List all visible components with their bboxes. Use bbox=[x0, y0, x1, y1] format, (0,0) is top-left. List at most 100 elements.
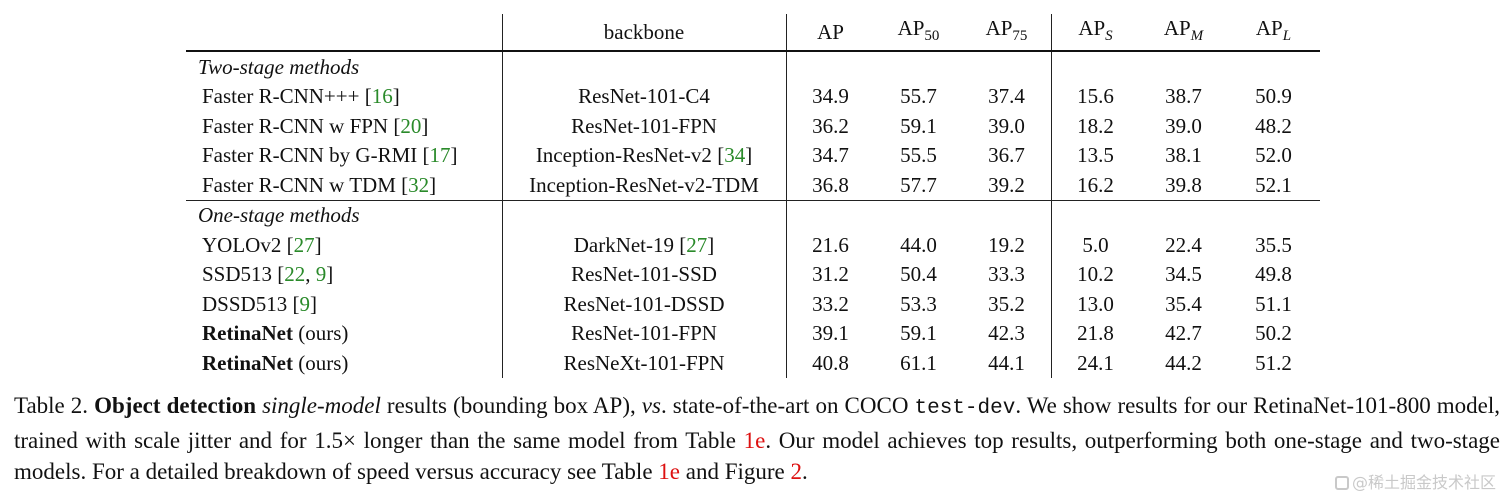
header-ap75: AP75 bbox=[962, 14, 1051, 52]
ap50-cell: 50.4 bbox=[900, 262, 937, 287]
apl-cell: 49.8 bbox=[1255, 262, 1292, 287]
ap75-cell: 39.0 bbox=[988, 113, 1025, 138]
watermark-logo-icon bbox=[1334, 476, 1349, 490]
apl-cell: 52.0 bbox=[1255, 143, 1292, 168]
apl-cell: 48.2 bbox=[1255, 113, 1292, 138]
ap75-cell: 19.2 bbox=[988, 232, 1025, 257]
apl-cell: 35.5 bbox=[1255, 232, 1292, 257]
citation-link[interactable]: 9 bbox=[299, 291, 310, 316]
citation-link[interactable]: 27 bbox=[686, 232, 708, 257]
apm-cell: 39.0 bbox=[1165, 113, 1202, 138]
ap50-cell: 57.7 bbox=[900, 172, 937, 197]
method-cell: DSSD513 [9] bbox=[202, 291, 317, 316]
apm-cell: 38.1 bbox=[1165, 143, 1202, 168]
backbone-cell: ResNet-101-FPN bbox=[501, 111, 786, 141]
backbone-cell: ResNet-101-SSD bbox=[501, 259, 786, 289]
aps-cell: 5.0 bbox=[1050, 230, 1140, 260]
group-title: One-stage methods bbox=[186, 199, 502, 230]
ap-cell: 33.2 bbox=[785, 289, 875, 319]
backbone-cell: ResNeXt-101-FPN bbox=[501, 348, 786, 378]
apm-cell: 38.7 bbox=[1165, 84, 1202, 109]
group-title-row: Two-stage methods bbox=[186, 51, 1320, 82]
method-cell: Faster R-CNN w FPN [20] bbox=[202, 113, 429, 138]
group-title-row: One-stage methods bbox=[186, 199, 1320, 230]
method-cell: Faster R-CNN+++ [16] bbox=[202, 84, 400, 109]
apm-cell: 39.8 bbox=[1165, 172, 1202, 197]
ap-cell: 36.2 bbox=[785, 111, 875, 141]
apm-cell: 34.5 bbox=[1165, 262, 1202, 287]
aps-cell: 10.2 bbox=[1050, 259, 1140, 289]
watermark: @稀土掘金技术社区 bbox=[1334, 469, 1496, 493]
table-caption: Table 2. Object detection single-model r… bbox=[14, 393, 1500, 484]
apl-cell: 51.1 bbox=[1255, 291, 1292, 316]
method-cell: Faster R-CNN by G-RMI [17] bbox=[202, 143, 458, 168]
header-apl: APL bbox=[1227, 14, 1320, 52]
ap-cell: 31.2 bbox=[785, 259, 875, 289]
backbone-cell: ResNet-101-DSSD bbox=[501, 289, 786, 319]
ap50-cell: 61.1 bbox=[900, 350, 937, 375]
ap75-cell: 39.2 bbox=[988, 172, 1025, 197]
apl-cell: 51.2 bbox=[1255, 350, 1292, 375]
apm-cell: 35.4 bbox=[1165, 291, 1202, 316]
ap75-cell: 35.2 bbox=[988, 291, 1025, 316]
ap50-cell: 55.5 bbox=[900, 143, 937, 168]
apm-cell: 22.4 bbox=[1165, 232, 1202, 257]
table-row: Faster R-CNN w FPN [20] ResNet-101-FPN 36.… bbox=[186, 111, 1320, 141]
citation-link[interactable]: 32 bbox=[408, 172, 430, 197]
ap-cell: 36.8 bbox=[785, 170, 875, 200]
ap75-cell: 42.3 bbox=[988, 321, 1025, 346]
ap-cell: 21.6 bbox=[785, 230, 875, 260]
figure-ref-link[interactable]: 2 bbox=[790, 459, 803, 484]
table-row: Faster R-CNN w TDM [32] Inception-ResNet-… bbox=[186, 170, 1320, 200]
ap-cell: 34.9 bbox=[785, 81, 875, 111]
method-cell: SSD513 [22, 9] bbox=[202, 262, 334, 287]
aps-cell: 18.2 bbox=[1050, 111, 1140, 141]
apl-cell: 50.2 bbox=[1255, 321, 1292, 346]
ap75-cell: 36.7 bbox=[988, 143, 1025, 168]
backbone-cell: DarkNet-19 [27] bbox=[501, 230, 786, 260]
header-ap: AP bbox=[785, 14, 875, 52]
method-cell: Faster R-CNN w TDM [32] bbox=[202, 172, 437, 197]
results-table: backbone AP AP50 AP75 APS APM APL Two-st… bbox=[186, 14, 1320, 378]
ap-cell: 39.1 bbox=[785, 318, 875, 348]
citation-link[interactable]: 17 bbox=[429, 143, 451, 168]
citation-link[interactable]: 20 bbox=[400, 113, 422, 138]
table-row: Faster R-CNN+++ [16] ResNet-101-C4 34.9 55.… bbox=[186, 81, 1320, 111]
ap75-cell: 37.4 bbox=[988, 84, 1025, 109]
header-backbone: backbone bbox=[501, 14, 786, 52]
table-row: Faster R-CNN by G-RMI [17] Inception-ResN… bbox=[186, 140, 1320, 170]
aps-cell: 21.8 bbox=[1050, 318, 1140, 348]
method-cell: YOLOv2 [27] bbox=[202, 232, 322, 257]
citation-link[interactable]: 16 bbox=[371, 84, 393, 109]
backbone-cell: ResNet-101-FPN bbox=[501, 318, 786, 348]
aps-cell: 15.6 bbox=[1050, 81, 1140, 111]
ap50-cell: 59.1 bbox=[900, 113, 937, 138]
header-aps: APS bbox=[1050, 14, 1140, 52]
table-row: RetinaNet (ours) ResNet-101-FPN 39.1 59.1 42… bbox=[186, 318, 1320, 348]
table-ref-link[interactable]: 1e bbox=[658, 459, 680, 484]
ap50-cell: 53.3 bbox=[900, 291, 937, 316]
ap-cell: 34.7 bbox=[785, 140, 875, 170]
ap75-cell: 44.1 bbox=[988, 350, 1025, 375]
ap50-cell: 44.0 bbox=[900, 232, 937, 257]
table-row: YOLOv2 [27] DarkNet-19 [27] 21.6 44.0 19.2 5.… bbox=[186, 230, 1320, 260]
aps-cell: 13.0 bbox=[1050, 289, 1140, 319]
ap-cell: 40.8 bbox=[785, 348, 875, 378]
citation-link[interactable]: 34 bbox=[724, 143, 746, 168]
ap75-cell: 33.3 bbox=[988, 262, 1025, 287]
apm-cell: 44.2 bbox=[1165, 350, 1202, 375]
citation-link[interactable]: 22 bbox=[284, 262, 306, 287]
method-cell: RetinaNet (ours) bbox=[202, 321, 349, 346]
citation-link[interactable]: 9 bbox=[315, 262, 327, 287]
table-ref-link[interactable]: 1e bbox=[743, 427, 766, 453]
group-title: Two-stage methods bbox=[198, 54, 360, 79]
header-apm: APM bbox=[1139, 14, 1228, 52]
apl-cell: 50.9 bbox=[1255, 84, 1292, 109]
citation-link[interactable]: 27 bbox=[293, 232, 315, 257]
backbone-cell: Inception-ResNet-v2-TDM bbox=[501, 170, 786, 200]
ap50-cell: 55.7 bbox=[900, 84, 937, 109]
header-ap50: AP50 bbox=[874, 14, 963, 52]
header-method bbox=[186, 14, 502, 52]
aps-cell: 16.2 bbox=[1050, 170, 1140, 200]
method-cell: RetinaNet (ours) bbox=[202, 350, 349, 375]
